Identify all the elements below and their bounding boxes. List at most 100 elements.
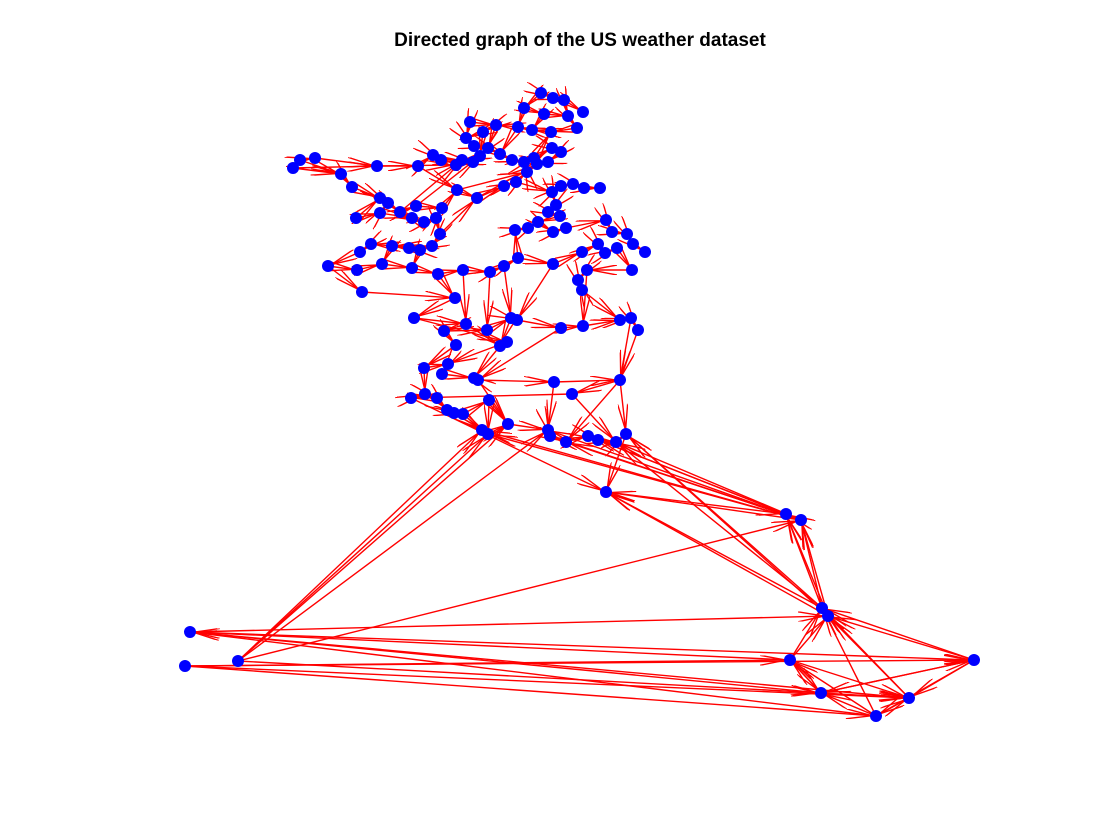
- graph-edge-135: [581, 289, 615, 316]
- graph-node-36: [412, 160, 424, 172]
- graph-node-5: [538, 108, 550, 120]
- graph-node-10: [512, 121, 524, 133]
- graph-node-0: [535, 87, 547, 99]
- graph-node-54: [542, 206, 554, 218]
- graph-edge-123: [361, 292, 449, 298]
- graph-node-113: [442, 358, 454, 370]
- graph-edge-118: [439, 202, 473, 235]
- graph-edge-236: [881, 659, 975, 713]
- graph-node-59: [600, 214, 612, 226]
- graph-edge-65: [417, 165, 452, 187]
- graph-node-142: [784, 654, 796, 666]
- graph-node-97: [449, 292, 461, 304]
- graph-edge-205: [611, 495, 829, 617]
- graph-edge-45: [292, 168, 335, 173]
- graph-node-144: [815, 687, 827, 699]
- graph-node-107: [625, 312, 637, 324]
- graph-node-79: [406, 262, 418, 274]
- graph-node-46: [498, 180, 510, 192]
- graph-edge-235: [196, 632, 791, 661]
- graph-edge-43: [314, 158, 371, 165]
- graph-node-65: [374, 207, 386, 219]
- graph-node-88: [576, 246, 588, 258]
- graph-node-43: [436, 202, 448, 214]
- graph-node-148: [179, 660, 191, 672]
- graph-node-145: [903, 692, 915, 704]
- graph-node-101: [481, 324, 493, 336]
- graph-node-24: [506, 154, 518, 166]
- graph-node-117: [548, 376, 560, 388]
- graph-edge-152: [477, 380, 548, 382]
- graph-node-91: [611, 242, 623, 254]
- graph-edge-197: [572, 444, 802, 521]
- graph-node-55: [554, 210, 566, 222]
- graph-node-60: [606, 226, 618, 238]
- graph-node-7: [571, 122, 583, 134]
- graph-node-146: [870, 710, 882, 722]
- graph-node-147: [184, 626, 196, 638]
- graph-edge-141: [520, 263, 554, 315]
- graph-node-94: [572, 274, 584, 286]
- graph-node-14: [460, 132, 472, 144]
- graph-edge-153: [553, 380, 614, 382]
- graph-node-86: [522, 222, 534, 234]
- graph-node-141: [822, 610, 834, 622]
- graph-node-56: [532, 216, 544, 228]
- graph-node-70: [426, 240, 438, 252]
- graph-node-128: [482, 428, 494, 440]
- graph-edge-238: [237, 438, 484, 662]
- graph-edge-211: [828, 610, 975, 661]
- graph-node-98: [408, 312, 420, 324]
- graph-edge-125: [413, 318, 460, 323]
- graph-node-104: [555, 322, 567, 334]
- graph-node-111: [494, 340, 506, 352]
- graph-node-25: [518, 156, 530, 168]
- graph-node-121: [419, 388, 431, 400]
- graph-node-106: [614, 314, 626, 326]
- graph-node-124: [448, 407, 460, 419]
- graph-edge-140: [504, 265, 510, 312]
- graph-node-22: [435, 154, 447, 166]
- graph-node-58: [560, 222, 572, 234]
- graph-edge-165: [622, 329, 639, 374]
- graph-node-119: [566, 388, 578, 400]
- graph-edge-154: [578, 379, 621, 392]
- graph-node-2: [558, 94, 570, 106]
- node-layer: [179, 87, 980, 722]
- graph-edge-188: [620, 379, 625, 428]
- graph-edge-69: [399, 164, 457, 213]
- graph-node-125: [457, 408, 469, 420]
- graph-node-103: [511, 314, 523, 326]
- graph-node-129: [502, 418, 514, 430]
- graph-node-100: [438, 325, 450, 337]
- graph-node-89: [592, 238, 604, 250]
- graph-node-1: [547, 92, 559, 104]
- graph-edge-226: [184, 665, 903, 698]
- graph-edge-200: [611, 495, 823, 609]
- graph-edge-237: [237, 434, 478, 662]
- graph-node-45: [471, 192, 483, 204]
- graph-node-137: [600, 486, 612, 498]
- graph-edge-233: [827, 659, 975, 692]
- graph-node-80: [432, 268, 444, 280]
- graph-edge-212: [834, 618, 975, 661]
- graph-node-120: [405, 392, 417, 404]
- graph-edge-64: [299, 159, 335, 172]
- graph-node-37: [335, 168, 347, 180]
- graph-node-8: [545, 126, 557, 138]
- graph-edge-232: [789, 659, 817, 689]
- graph-edge-229: [832, 620, 910, 699]
- graph-edge-191: [554, 432, 802, 521]
- graph-edge-190: [494, 436, 802, 521]
- graph-node-96: [356, 286, 368, 298]
- graph-node-118: [614, 374, 626, 386]
- graph-node-12: [490, 119, 502, 131]
- graph-node-41: [394, 206, 406, 218]
- graph-edge-139: [487, 271, 490, 324]
- graph-node-67: [418, 216, 430, 228]
- graph-node-48: [546, 186, 558, 198]
- graph-node-66: [406, 212, 418, 224]
- graph-node-63: [639, 246, 651, 258]
- graph-node-109: [450, 339, 462, 351]
